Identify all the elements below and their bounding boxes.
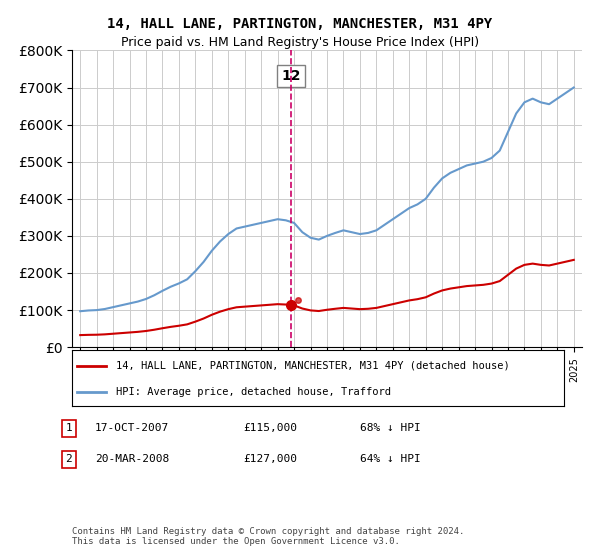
- Text: Price paid vs. HM Land Registry's House Price Index (HPI): Price paid vs. HM Land Registry's House …: [121, 36, 479, 49]
- Text: 68% ↓ HPI: 68% ↓ HPI: [359, 423, 421, 433]
- Text: 12: 12: [281, 69, 301, 83]
- Text: 14, HALL LANE, PARTINGTON, MANCHESTER, M31 4PY (detached house): 14, HALL LANE, PARTINGTON, MANCHESTER, M…: [116, 361, 510, 371]
- Text: 64% ↓ HPI: 64% ↓ HPI: [359, 454, 421, 464]
- Text: Contains HM Land Registry data © Crown copyright and database right 2024.
This d: Contains HM Land Registry data © Crown c…: [72, 526, 464, 546]
- Text: 14, HALL LANE, PARTINGTON, MANCHESTER, M31 4PY: 14, HALL LANE, PARTINGTON, MANCHESTER, M…: [107, 17, 493, 31]
- Text: £115,000: £115,000: [243, 423, 297, 433]
- Text: HPI: Average price, detached house, Trafford: HPI: Average price, detached house, Traf…: [116, 387, 391, 397]
- Text: 20-MAR-2008: 20-MAR-2008: [95, 454, 169, 464]
- Text: 17-OCT-2007: 17-OCT-2007: [95, 423, 169, 433]
- Text: 1: 1: [65, 423, 73, 433]
- Text: 2: 2: [65, 454, 73, 464]
- Text: £127,000: £127,000: [243, 454, 297, 464]
